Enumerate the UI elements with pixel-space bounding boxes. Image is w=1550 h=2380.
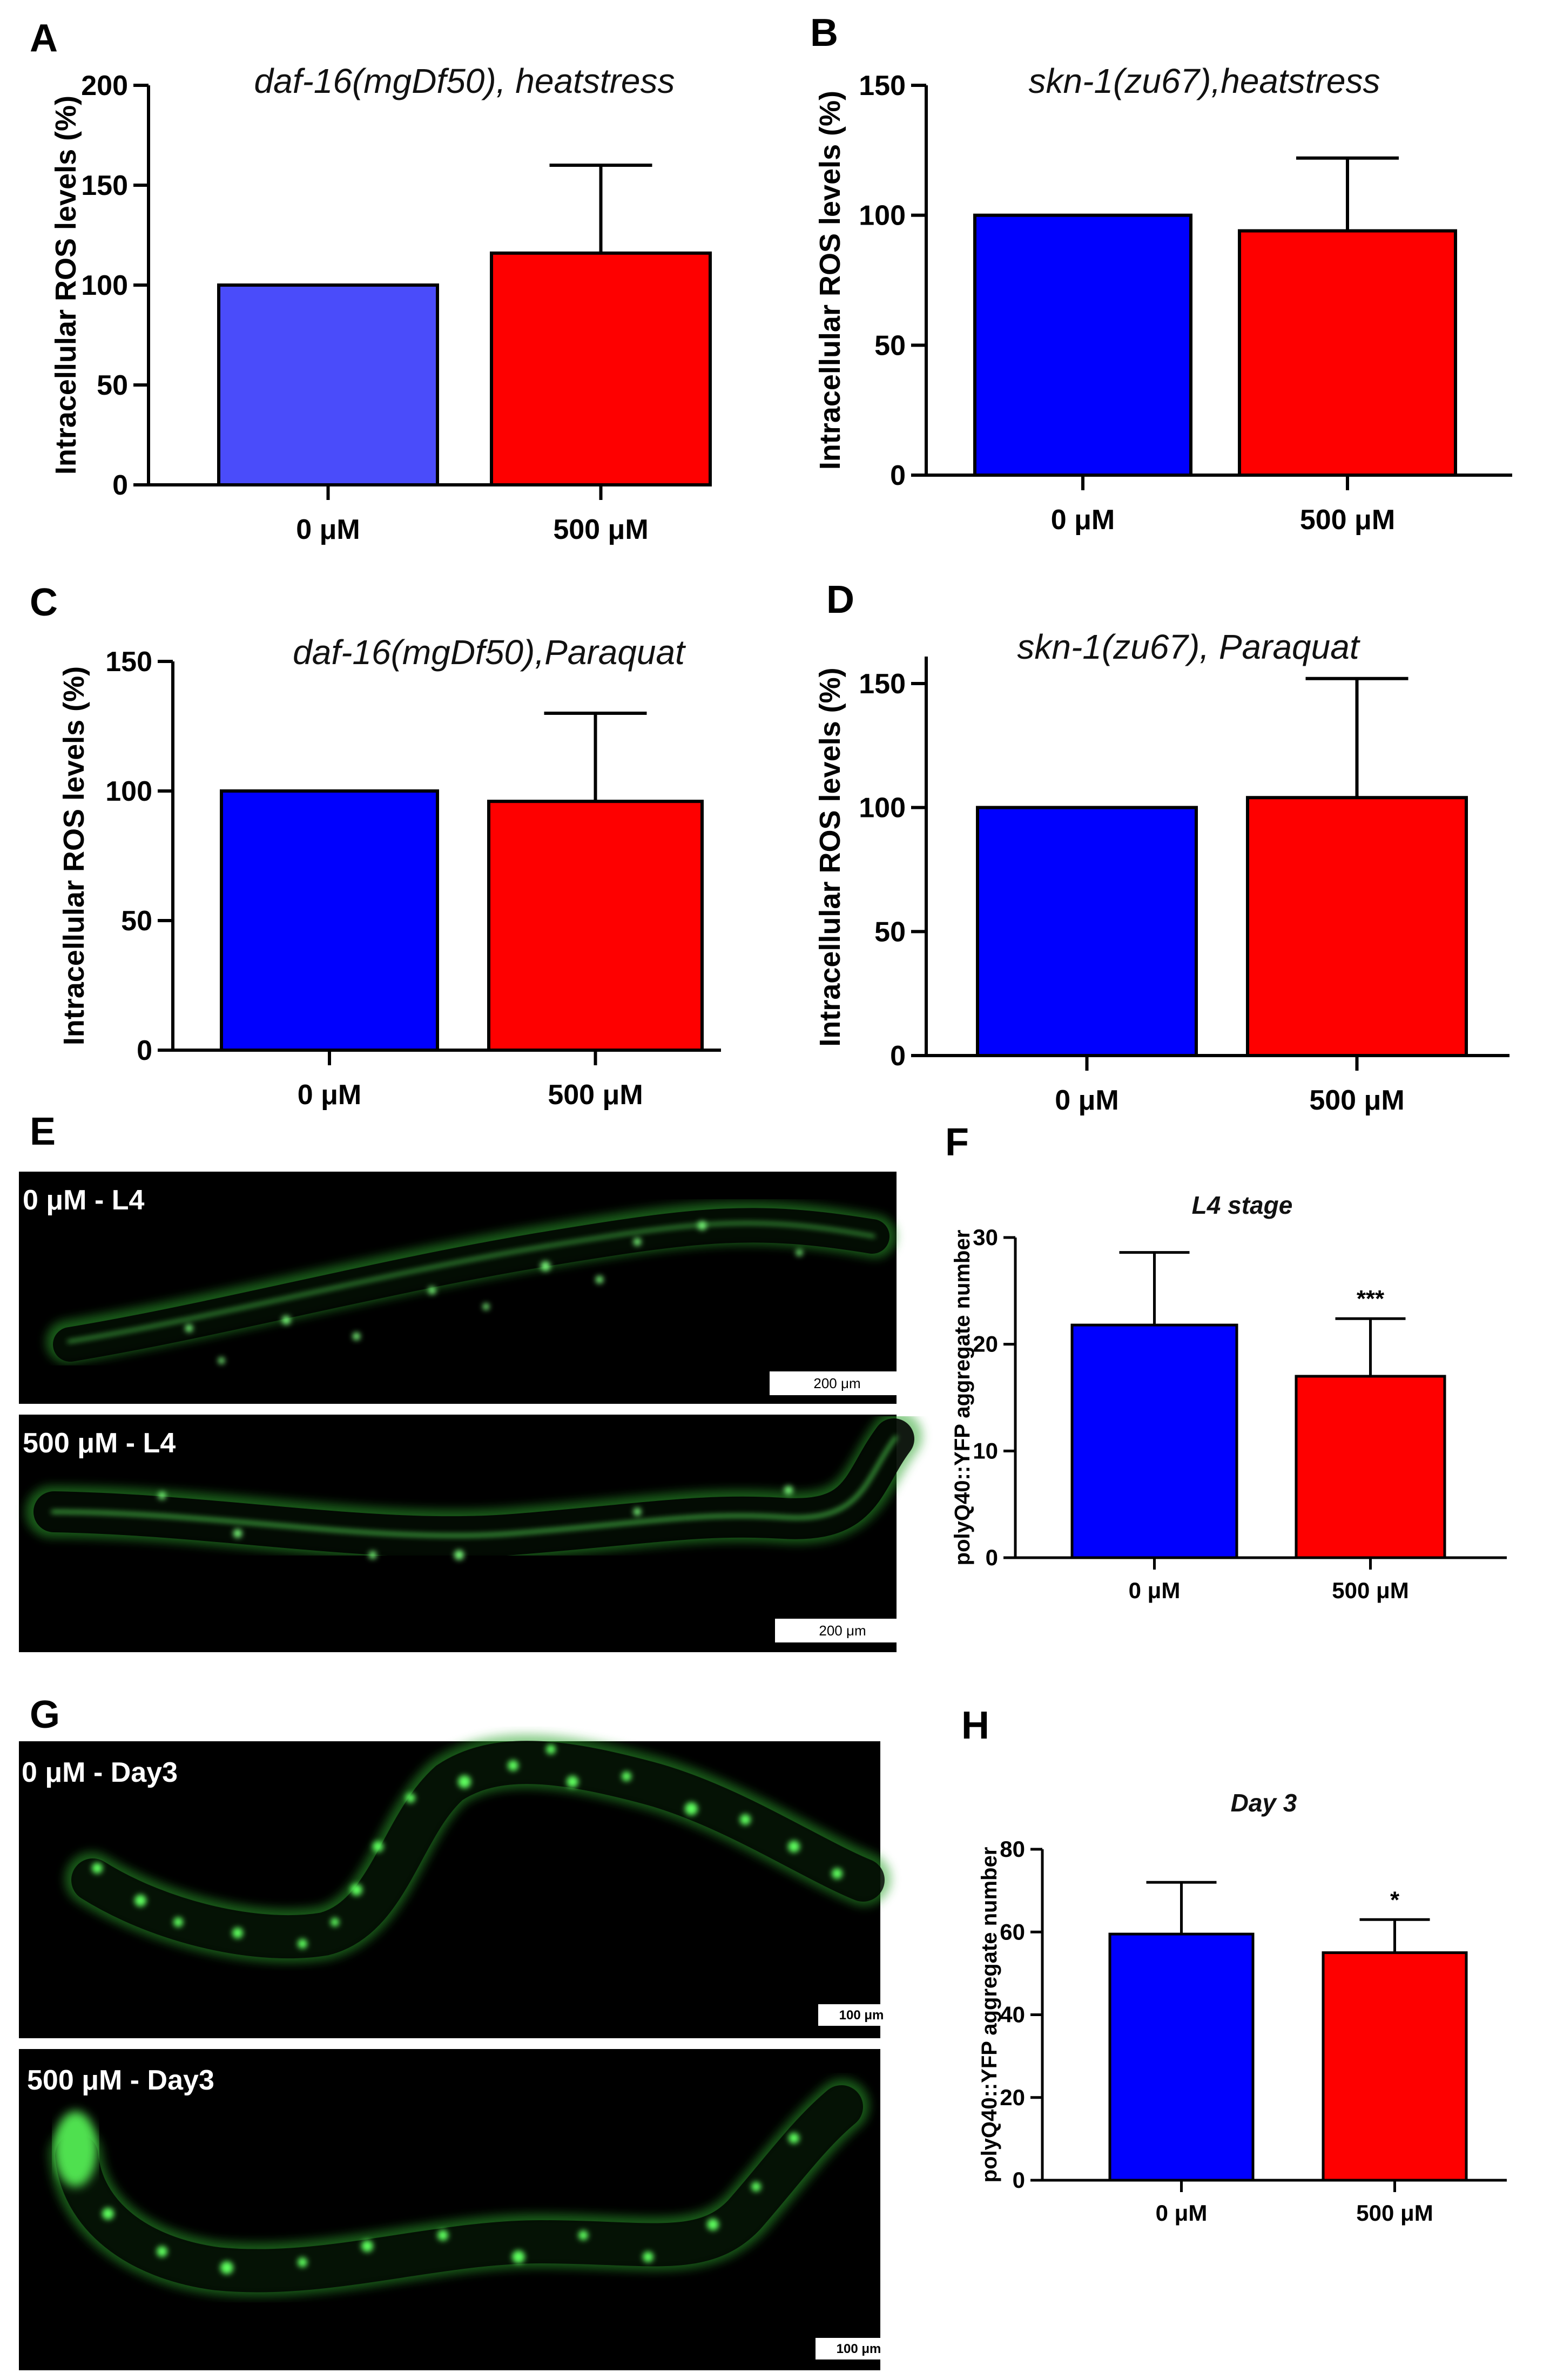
worm-shape	[65, 1734, 891, 1963]
panel-label-h: H	[961, 1704, 989, 1747]
y-tick-label: 150	[105, 646, 152, 678]
x-tick-label: 500 μM	[1309, 1085, 1404, 1116]
x-tick-label: 500 μM	[553, 514, 648, 545]
x-tick-label: 500 μM	[1332, 1578, 1409, 1603]
bar-treated	[1295, 1375, 1446, 1559]
y-tick-label: 0	[137, 1035, 152, 1066]
y-axis-label: Intracellular ROS levels (%)	[814, 667, 846, 1046]
y-tick-label: 60	[1000, 1919, 1025, 1944]
chart-title: Day 3	[1231, 1789, 1297, 1817]
x-tick-label: 0 μM	[1129, 1578, 1181, 1603]
panel-label-a: A	[30, 17, 58, 60]
y-axis-label: polyQ40::YFP aggregate number	[951, 1230, 974, 1566]
y-tick-label: 100	[859, 200, 906, 232]
x-tick-label: 0 μM	[1051, 504, 1115, 536]
y-tick-label: 150	[859, 70, 906, 102]
y-tick-label: 20	[1000, 2085, 1025, 2110]
worm-shape	[49, 2079, 870, 2297]
x-tick-label: 500 μM	[1356, 2200, 1433, 2226]
y-axis-label: Intracellular ROS levels (%)	[50, 96, 82, 475]
bar-control	[976, 806, 1198, 1057]
panel-label-b: B	[810, 11, 838, 55]
bar-treated	[487, 800, 704, 1052]
y-axis-label: polyQ40::YFP aggregate number	[978, 1847, 1001, 2183]
bar-control	[1108, 1932, 1255, 2182]
x-tick-label: 0 μM	[1156, 2200, 1208, 2226]
y-tick-label: 100	[105, 776, 152, 807]
bar-control	[220, 789, 439, 1052]
y-tick-label: 50	[121, 905, 152, 937]
micrograph-e-top: 0 μM - L4 200 μm	[19, 1172, 905, 1404]
y-tick-label: 0	[986, 1545, 998, 1570]
y-axis-label: Intracellular ROS levels (%)	[58, 666, 90, 1045]
y-tick-label: 150	[859, 668, 906, 700]
panel-label-g: G	[30, 1693, 60, 1736]
scale-bar	[770, 1371, 905, 1395]
worm-shape	[25, 1410, 922, 1562]
x-tick-label: 0 μM	[298, 1079, 362, 1111]
x-tick-label: 500 μM	[1300, 504, 1395, 536]
y-tick-label: 0	[890, 460, 906, 491]
micrograph-label: 500 μM - L4	[23, 1428, 176, 1459]
panel-label-d: D	[826, 578, 854, 621]
chart-d-ros-skn1-paraquat: skn-1(zu67), Paraquat Intracellular ROS l…	[814, 627, 1509, 1116]
bar-control	[217, 283, 439, 486]
scale-bar-label: 200 μm	[813, 1375, 860, 1391]
micrograph-label: 500 μM - Day3	[27, 2065, 214, 2096]
y-tick-label: 10	[973, 1438, 998, 1463]
y-tick-label: 100	[859, 793, 906, 824]
y-tick-label: 0	[112, 470, 128, 501]
worm-shape	[46, 1201, 897, 1364]
y-tick-label: 50	[874, 916, 906, 948]
x-tick-label: 0 μM	[1055, 1085, 1119, 1116]
scale-bar	[816, 2338, 902, 2359]
y-tick-label: 200	[81, 70, 128, 102]
bar-control	[1070, 1323, 1238, 1559]
micrograph-e-bottom: 500 μM - L4 200 μm	[19, 1410, 922, 1652]
y-tick-label: 30	[973, 1225, 998, 1250]
y-tick-label: 0	[890, 1040, 906, 1072]
micrograph-g-top: 0 μM - Day3 100 μm	[19, 1734, 905, 2038]
micrograph-g-bottom: 500 μM - Day3 100 μm	[19, 2049, 902, 2370]
y-tick-label: 100	[81, 270, 128, 301]
micrograph-label: 0 μM - Day3	[22, 1757, 178, 1788]
scale-bar	[818, 2004, 905, 2026]
chart-title: daf-16(mgDf50), heatstress	[254, 62, 675, 100]
chart-title: skn-1(zu67),heatstress	[1029, 62, 1380, 100]
chart-title: daf-16(mgDf50),Paraquat	[293, 633, 686, 672]
panel-label-f: F	[945, 1121, 969, 1164]
bar-treated	[1238, 229, 1457, 477]
panel-label-c: C	[30, 581, 58, 624]
chart-c-ros-daf16-paraquat: daf-16(mgDf50),Paraquat Intracellular ROS…	[58, 633, 721, 1111]
significance-marker: ***	[1357, 1286, 1385, 1312]
chart-title: L4 stage	[1192, 1191, 1293, 1219]
y-tick-label: 20	[973, 1331, 998, 1357]
scale-bar-label: 100 μm	[839, 2008, 884, 2023]
x-tick-label: 0 μM	[296, 514, 360, 545]
bar-control	[973, 213, 1192, 477]
scale-bar	[775, 1619, 910, 1642]
bar-treated	[490, 251, 712, 486]
y-tick-label: 80	[1000, 1836, 1025, 1862]
y-axis-label: Intracellular ROS levels (%)	[814, 91, 846, 470]
y-tick-label: 0	[1013, 2167, 1025, 2193]
chart-b-ros-skn1-heatstress: skn-1(zu67),heatstress Intracellular ROS …	[814, 62, 1512, 536]
scale-bar-label: 100 μm	[837, 2342, 881, 2356]
y-tick-label: 50	[97, 370, 128, 401]
y-tick-label: 150	[81, 170, 128, 201]
bar-treated	[1322, 1951, 1468, 2182]
chart-title: skn-1(zu67), Paraquat	[1017, 627, 1360, 666]
x-tick-label: 500 μM	[548, 1079, 643, 1111]
chart-a-ros-daf16-heatstress: daf-16(mgDf50), heatstress Intracellular …	[50, 62, 712, 545]
significance-marker: *	[1390, 1887, 1400, 1913]
bar-treated	[1246, 796, 1468, 1057]
scale-bar-label: 200 μm	[819, 1622, 866, 1639]
y-tick-label: 40	[1000, 2002, 1025, 2027]
y-tick-label: 50	[874, 330, 906, 361]
panel-label-e: E	[30, 1110, 56, 1153]
micrograph-label: 0 μM - L4	[23, 1185, 144, 1216]
